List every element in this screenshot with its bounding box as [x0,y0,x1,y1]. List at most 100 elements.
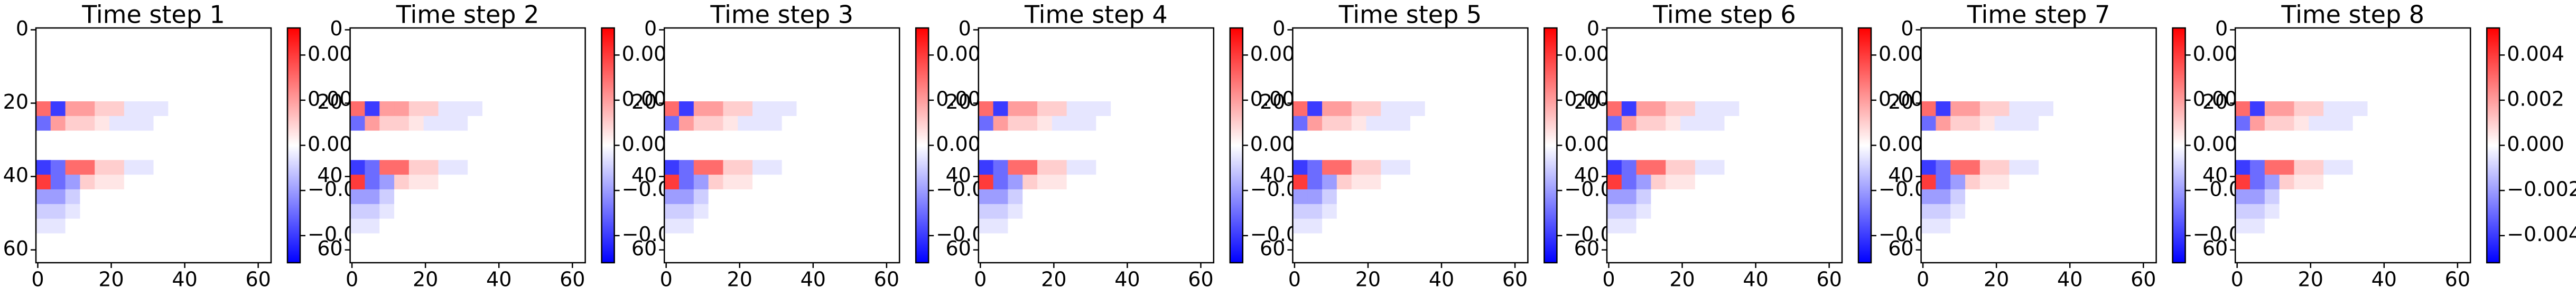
heatmap-cell [124,87,140,102]
heatmap-cell [2397,248,2412,263]
heatmap-cell [512,218,527,234]
heatmap-cell [2141,160,2157,175]
heatmap-cell [1008,248,1023,263]
heatmap-cell [1322,116,1337,131]
heatmap-cell [408,218,424,234]
heatmap-cell [365,57,380,72]
heatmap-cell [2382,116,2397,131]
heatmap-cell [1410,57,1426,72]
heatmap-cell [1454,233,1470,248]
heatmap-cell [36,175,51,190]
heatmap-cell [811,101,826,117]
heatmap-cell [482,204,498,219]
heatmap-cell [153,28,169,43]
heatmap-cell [183,101,198,117]
heatmap-cell [978,57,994,72]
heatmap-cell [2367,72,2383,87]
heatmap-cell [2309,101,2324,117]
heatmap-cell [2082,175,2098,190]
heatmap-cell [1768,28,1784,43]
heatmap-cell [512,175,527,190]
heatmap-cell [1454,101,1470,117]
heatmap-cell [1651,72,1666,87]
heatmap-cell [1439,28,1455,43]
heatmap-cell [2382,160,2397,175]
heatmap-cell [365,116,380,131]
heatmap-cell [2024,248,2039,263]
heatmap-cell [555,175,571,190]
heatmap-cell [2294,57,2309,72]
heatmap-cell [153,101,169,117]
heatmap-cell [2382,218,2397,234]
heatmap-cell [1483,175,1499,190]
heatmap-cell [1292,175,1308,190]
heatmap-cell [2235,72,2250,87]
heatmap-cell [840,248,856,263]
heatmap-cell [885,130,900,146]
heatmap-cell [1739,160,1754,175]
heatmap-cell [2097,233,2113,248]
heatmap-cell [1513,189,1528,205]
heatmap-cell [1396,189,1411,205]
heatmap-cell [1724,218,1740,234]
heatmap-cell [468,218,483,234]
heatmap-cell [1666,145,1681,160]
heatmap-cell [826,101,841,117]
heatmap-cell [80,116,95,131]
heatmap-cell [2352,72,2368,87]
heatmap-cell [212,28,228,43]
heatmap-cell [1169,42,1185,58]
heatmap-cell [1812,57,1828,72]
heatmap-cell [811,189,826,205]
heatmap-cell [227,160,242,175]
heatmap-cell [855,160,871,175]
heatmap-cell [1921,204,1936,219]
heatmap-cell [423,101,439,117]
heatmap-cell [1979,189,1995,205]
heatmap-cell [394,130,410,146]
heatmap-cell [1366,160,1381,175]
heatmap-cell [183,175,198,190]
heatmap-cell [241,160,257,175]
heatmap-cell [2279,130,2294,146]
heatmap-cell [1636,160,1651,175]
heatmap-cell [109,248,125,263]
heatmap-cell [2367,130,2383,146]
heatmap-cell [2024,218,2039,234]
heatmap-cell [526,248,542,263]
heatmap-cell [95,160,110,175]
heatmap-cell [1022,160,1038,175]
heatmap-cell [1965,189,1980,205]
heatmap-cell [1184,28,1199,43]
heatmap-cell [365,248,380,263]
heatmap-cell [1454,204,1470,219]
heatmap-cell [796,145,812,160]
heatmap-cell [138,145,154,160]
heatmap-cell [1381,175,1396,190]
heatmap-cell [664,160,680,175]
heatmap-cell [2309,218,2324,234]
heatmap-cell [541,145,556,160]
heatmap-cell [1140,160,1156,175]
heatmap-cell [1827,42,1843,58]
heatmap-cell [65,204,80,219]
heatmap-cell [1783,87,1799,102]
heatmap-cell [1680,145,1696,160]
heatmap-cell [379,175,395,190]
heatmap-cell [2279,218,2294,234]
heatmap-cell [138,204,154,219]
heatmap-cell [855,72,871,87]
heatmap-cell [453,160,468,175]
heatmap-cell [168,189,183,205]
heatmap-cell [2141,57,2157,72]
heatmap-cell [2456,189,2471,205]
heatmap-cell [679,101,694,117]
heatmap-cell [870,248,885,263]
heatmap-cell [453,248,468,263]
heatmap-cell [1965,87,1980,102]
heatmap-cell [1037,101,1053,117]
heatmap-cell [541,72,556,87]
heatmap-cell [978,101,994,117]
heatmap-cell [1666,72,1681,87]
heatmap-cell [1140,204,1156,219]
